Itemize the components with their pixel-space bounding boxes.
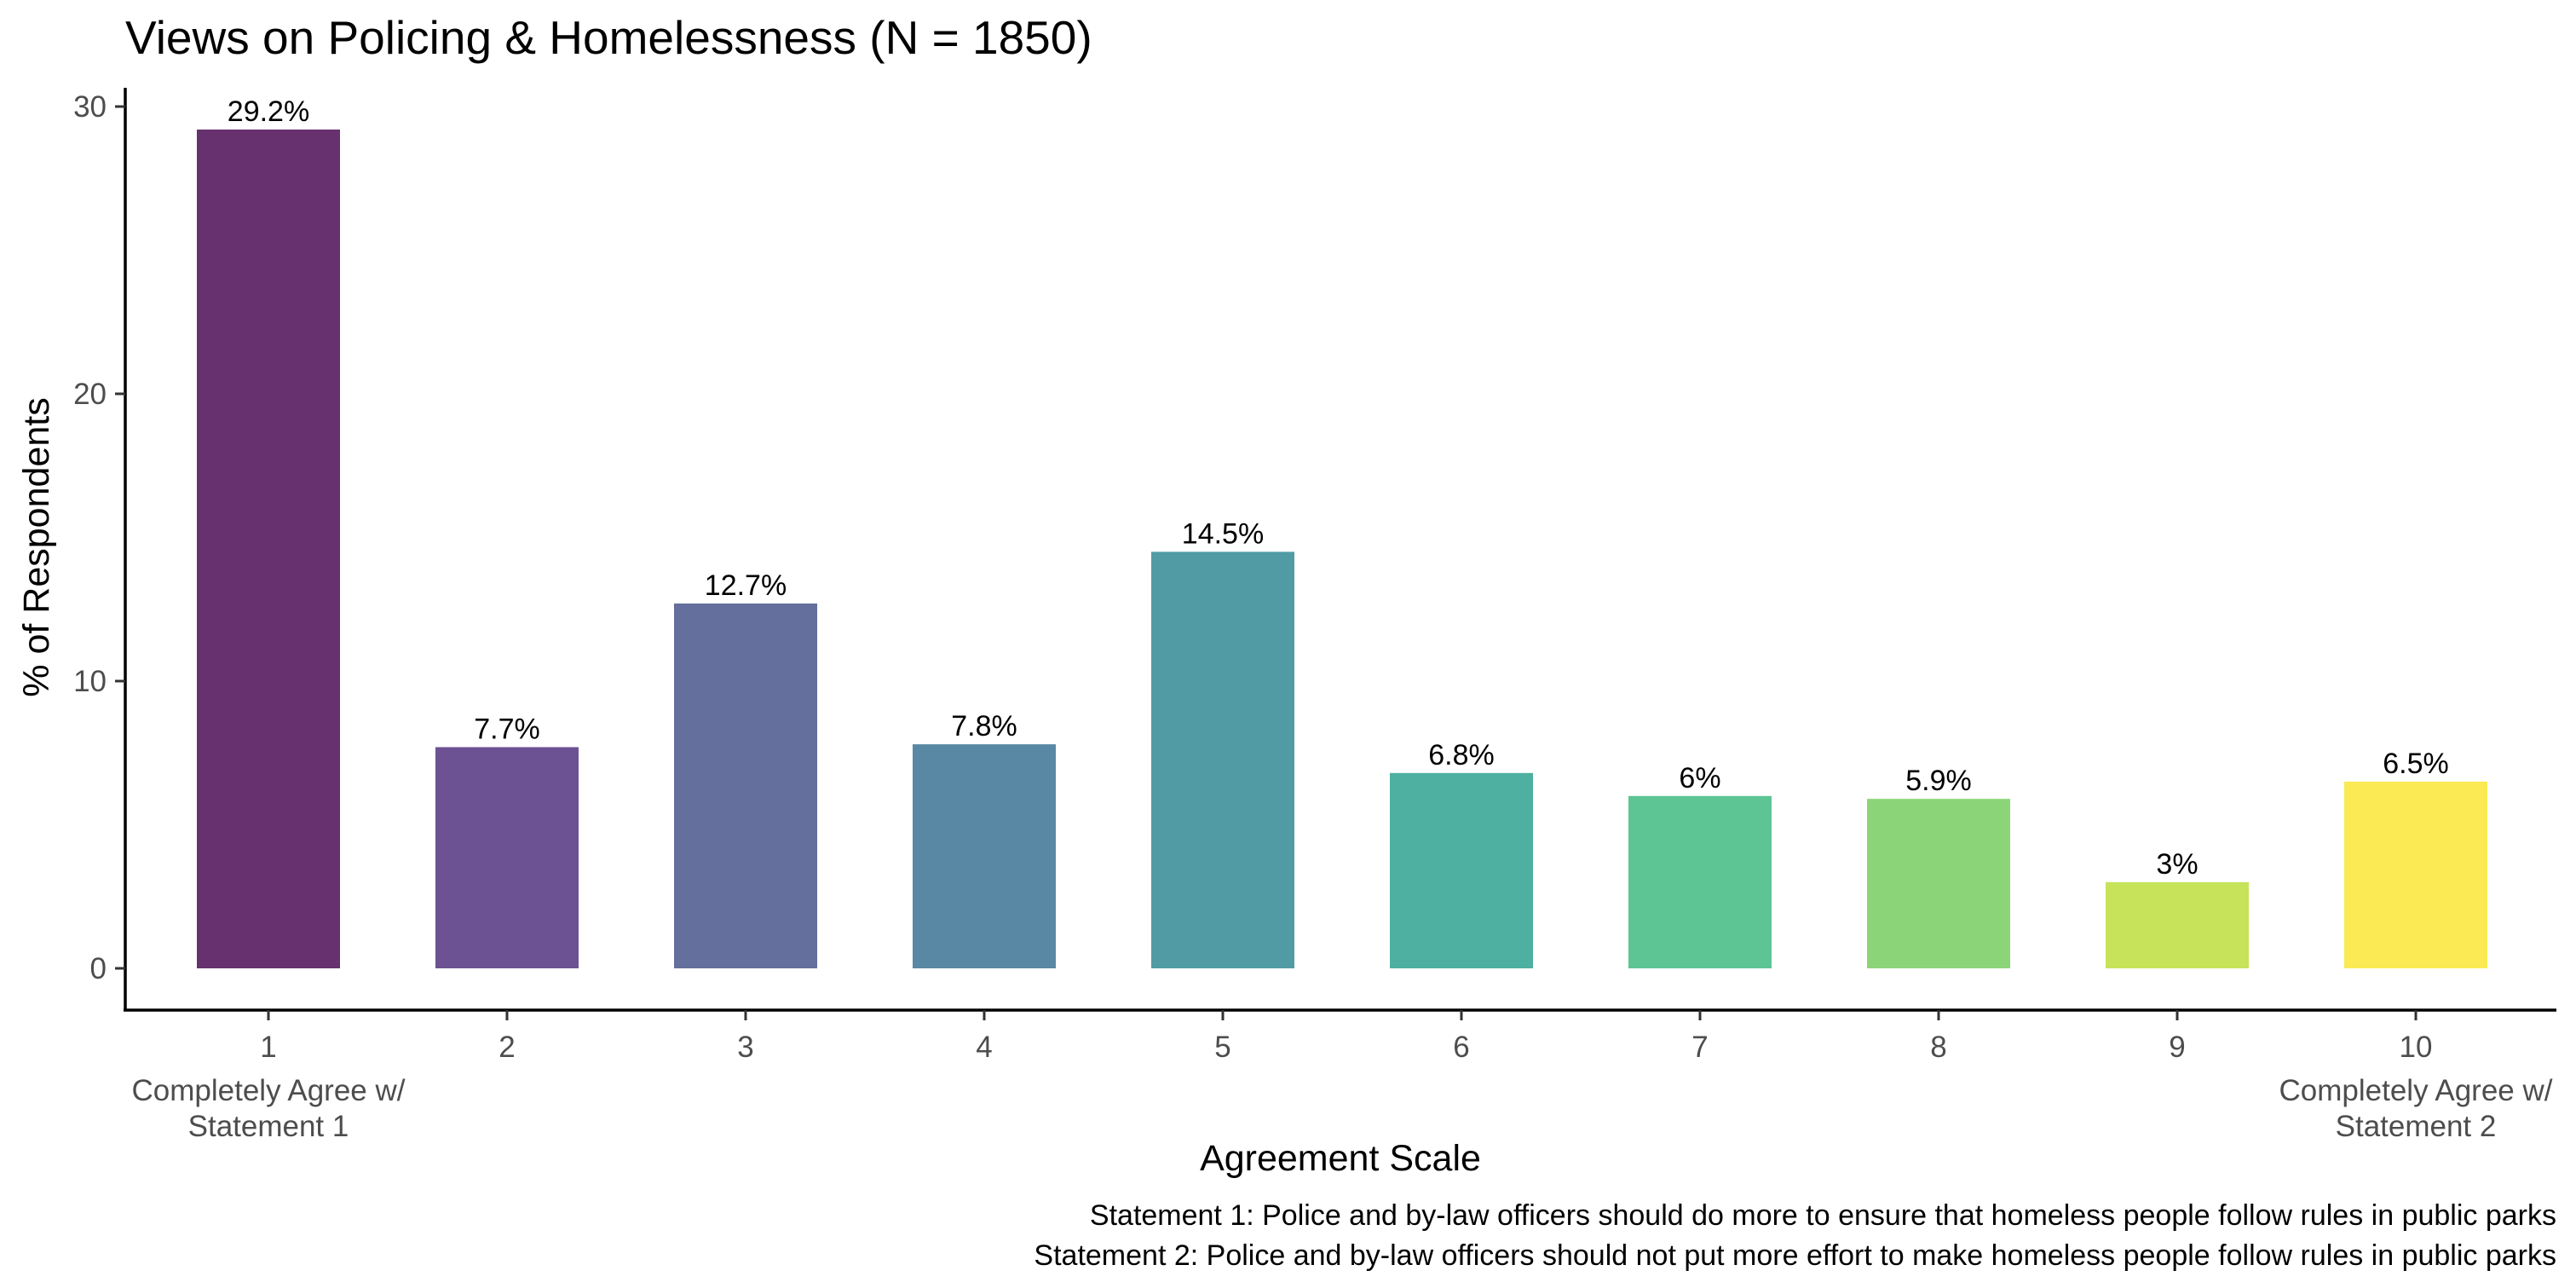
bar-value-label: 29.2% [228, 95, 309, 128]
x-tick-label: 6 [1453, 1031, 1469, 1064]
bar-value-label: 14.5% [1182, 517, 1264, 550]
x-ticks: 1 Completely Agree w/Statement 1 2 3 4 5 6 7 8 9 1… [132, 1010, 2553, 1143]
x-tick-label: 5 [1214, 1031, 1230, 1064]
x-tick-label: 1 [260, 1031, 276, 1064]
bar-value-label: 5.9% [1905, 765, 1972, 797]
bar-1 [197, 129, 340, 968]
y-axis-title: % of Respondents [16, 397, 57, 696]
bar-value-label: 7.8% [951, 710, 1017, 742]
bar-3 [674, 604, 817, 968]
bar-value-label: 3% [2156, 848, 2198, 881]
y-tick-label: 30 [73, 90, 107, 124]
x-tick-label: 10 [2400, 1031, 2433, 1064]
x-tick-label: 2 [498, 1031, 515, 1064]
caption-statement-2: Statement 2: Police and by-law officers … [1034, 1239, 2556, 1272]
bar-5 [1151, 552, 1294, 968]
bar-4 [913, 744, 1056, 968]
y-tick-label: 0 [90, 952, 107, 985]
bar-8 [1867, 799, 2010, 968]
bars-group [197, 129, 2487, 968]
y-tick-label: 10 [73, 665, 107, 698]
x-tick-sublabel: Completely Agree w/ [2279, 1074, 2553, 1107]
bar-value-label: 6.8% [1428, 739, 1495, 771]
x-tick-sublabel: Statement 1 [188, 1110, 349, 1143]
x-tick-label: 9 [2169, 1031, 2185, 1064]
x-axis-title: Agreement Scale [1200, 1138, 1481, 1179]
bar-6 [1390, 772, 1533, 968]
bar-value-labels: 29.2% 7.7% 12.7% 7.8% 14.5% 6.8% 6% 5.9% 3% 6.5% [228, 95, 2449, 881]
x-tick-sublabel: Completely Agree w/ [132, 1074, 406, 1107]
bar-10 [2344, 781, 2487, 968]
y-tick-label: 20 [73, 378, 107, 411]
x-tick-label: 3 [737, 1031, 753, 1064]
y-ticks: 0 10 20 30 [73, 90, 125, 985]
bar-value-label: 6% [1679, 762, 1720, 794]
caption-statement-1: Statement 1: Police and by-law officers … [1090, 1199, 2556, 1232]
bar-7 [1628, 795, 1772, 968]
chart-title: Views on Policing & Homelessness (N = 18… [125, 11, 1092, 64]
bar-value-label: 7.7% [474, 713, 540, 746]
bar-value-label: 6.5% [2383, 748, 2449, 780]
x-tick-label: 7 [1691, 1031, 1708, 1064]
x-tick-label: 4 [976, 1031, 992, 1064]
bar-value-label: 12.7% [705, 569, 787, 602]
x-tick-sublabel: Statement 2 [2336, 1110, 2497, 1143]
bar-9 [2106, 881, 2249, 968]
x-tick-label: 8 [1930, 1031, 1946, 1064]
bar-2 [435, 747, 579, 968]
